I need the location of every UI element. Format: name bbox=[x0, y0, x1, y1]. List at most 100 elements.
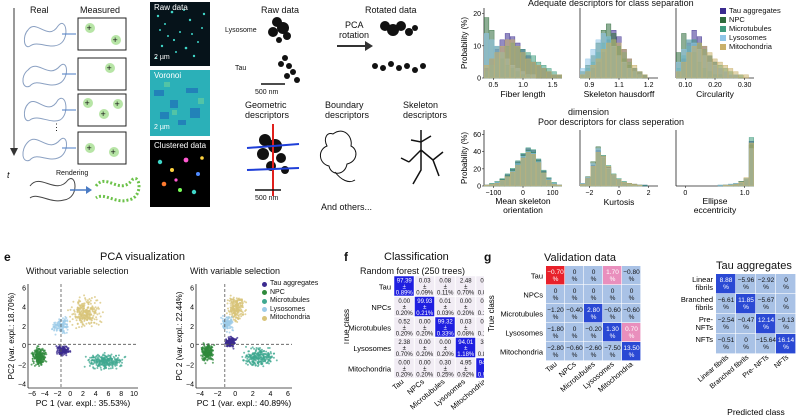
histogram-bar bbox=[585, 178, 591, 187]
g-right-cell-bg bbox=[736, 334, 756, 354]
scatter-point bbox=[259, 353, 262, 356]
g-right-cell-bg bbox=[776, 314, 796, 334]
scatter-point bbox=[84, 355, 87, 358]
scatter-point bbox=[266, 354, 269, 357]
scatter-point bbox=[71, 318, 74, 321]
scatter-point bbox=[109, 367, 112, 370]
panel-f-classification: f Classification Random forest (250 tree… bbox=[344, 250, 484, 419]
scatter-point bbox=[262, 365, 265, 368]
g-left-cell: −7.50% bbox=[603, 342, 622, 361]
g-left-cell-value: 0 bbox=[573, 269, 577, 276]
scatter-point bbox=[245, 309, 247, 311]
scatter-point bbox=[80, 306, 83, 309]
scatter-point bbox=[103, 357, 106, 360]
scatter-point bbox=[211, 361, 214, 364]
scatter-point bbox=[100, 363, 103, 366]
pca-label-2: rotation bbox=[339, 30, 369, 40]
scatter-point bbox=[243, 300, 246, 303]
e-right-subtitle: With variable selection bbox=[190, 266, 281, 276]
g-left-ylabel: True class bbox=[487, 295, 496, 332]
x-tick-label: 100 bbox=[547, 190, 559, 197]
f-cell-value: 99.32 bbox=[438, 320, 454, 326]
histogram-bar bbox=[717, 184, 723, 187]
f-cell-pm: ± bbox=[423, 346, 427, 352]
e-left-subtitle: Without variable selection bbox=[26, 266, 129, 276]
scatter-point bbox=[226, 341, 229, 344]
g-left-cell-value: 0.70 bbox=[625, 326, 638, 333]
g-left-cell-value: −7.50 bbox=[604, 345, 621, 352]
f-cell-bg bbox=[434, 296, 456, 317]
g-left-cell-bg bbox=[584, 342, 603, 361]
g-right-cell: 8.88% bbox=[716, 274, 736, 294]
g-right-cell-bg bbox=[716, 334, 736, 354]
f-cell: 0.00±0.20% bbox=[414, 337, 435, 358]
scatter-point bbox=[245, 345, 247, 348]
f-cell-bg bbox=[475, 316, 484, 338]
scatter-point bbox=[267, 347, 270, 349]
f-cell-error: 0.92% bbox=[457, 373, 475, 379]
y-tick-label: 10 bbox=[473, 43, 481, 50]
scatter-point bbox=[257, 357, 260, 360]
f-cell-value: 0.15 bbox=[480, 320, 484, 326]
g-left-cell-unit: % bbox=[572, 295, 578, 302]
f-cell-error: 0.20% bbox=[396, 373, 414, 379]
f-cell-value: 99.93 bbox=[417, 299, 433, 305]
f-row-label: Tau bbox=[379, 282, 391, 291]
g-left-title: Validation data bbox=[544, 252, 616, 264]
f-cell-bg bbox=[414, 275, 435, 297]
x-axis-label: PC 1 (var. expl.: 40.89%) bbox=[197, 398, 292, 408]
scatter-point bbox=[110, 360, 113, 362]
scatter-point bbox=[234, 307, 237, 310]
scatter-point bbox=[113, 363, 116, 366]
g-left-cell: −2.60% bbox=[584, 342, 603, 361]
g-right-cell-bg bbox=[716, 314, 736, 334]
histogram-bar bbox=[595, 58, 601, 79]
scatter-point bbox=[32, 360, 35, 363]
scatter-point bbox=[235, 304, 237, 307]
y-tick-label: −4 bbox=[18, 382, 26, 389]
f-cell: 0.52±0.20% bbox=[393, 316, 415, 338]
g-left-cell-value: −2.60 bbox=[585, 345, 602, 352]
x-tick-label: −2 bbox=[54, 391, 62, 398]
g-matrices: −0.70%0%0%1.70%−0.80%0%0%0%0%0%−1.20%−0.… bbox=[487, 266, 796, 417]
scatter-point bbox=[69, 315, 72, 318]
scatter-point bbox=[269, 351, 272, 353]
scatter-point bbox=[116, 361, 119, 364]
g-left-cell-value: 1.30 bbox=[606, 326, 619, 333]
g-left-cell-bg bbox=[622, 285, 641, 304]
f-cell-pm: ± bbox=[423, 367, 427, 373]
y-tick-label: −4 bbox=[186, 382, 194, 389]
scatter-point bbox=[83, 324, 86, 327]
g-left-cell-bg bbox=[546, 266, 565, 285]
e-legend-label: Lysosomes bbox=[270, 305, 306, 313]
scatter-point bbox=[54, 333, 57, 336]
histogram-bar bbox=[484, 65, 490, 79]
scatter-point bbox=[76, 306, 79, 309]
f-cell: 0.01±0.03% bbox=[434, 296, 456, 317]
scatter-point bbox=[62, 349, 65, 352]
scatter-point bbox=[81, 322, 84, 325]
scatter-point bbox=[95, 316, 98, 319]
f-cell-value: 3.61 bbox=[480, 340, 484, 346]
scatter-point bbox=[90, 356, 93, 359]
scatter-point bbox=[256, 357, 259, 360]
scatter-point bbox=[251, 355, 254, 358]
scatter-point bbox=[61, 345, 64, 348]
f-cell-error: 0.20% bbox=[457, 311, 475, 317]
g-left-cell-bg bbox=[622, 342, 641, 361]
g-right-cell-value: −5.67 bbox=[758, 297, 775, 304]
scale-top-label: 500 nm bbox=[255, 89, 279, 96]
g-right-row-label: Pre- bbox=[699, 315, 714, 324]
scatter-point bbox=[248, 358, 251, 361]
scatter-point bbox=[111, 367, 114, 369]
histogram-bar bbox=[595, 152, 601, 187]
boundary-label-2: descriptors bbox=[325, 110, 370, 120]
scatter-point bbox=[232, 347, 235, 350]
g-right-col-label: NFTs bbox=[773, 354, 790, 370]
e-legend-item: Tau aggregates bbox=[262, 280, 342, 289]
g-right-cell: −9.13% bbox=[776, 314, 796, 334]
f-cell-pm: ± bbox=[403, 285, 407, 291]
scatter-point bbox=[237, 317, 240, 319]
histogram-bar bbox=[494, 182, 500, 187]
